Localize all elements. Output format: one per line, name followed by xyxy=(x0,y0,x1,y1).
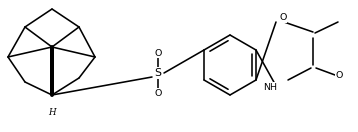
Text: O: O xyxy=(335,70,343,79)
Text: NH: NH xyxy=(263,82,277,91)
Text: H: H xyxy=(48,108,56,117)
Text: O: O xyxy=(154,88,162,98)
Text: S: S xyxy=(155,68,161,78)
Text: O: O xyxy=(154,48,162,58)
Text: O: O xyxy=(279,13,287,22)
